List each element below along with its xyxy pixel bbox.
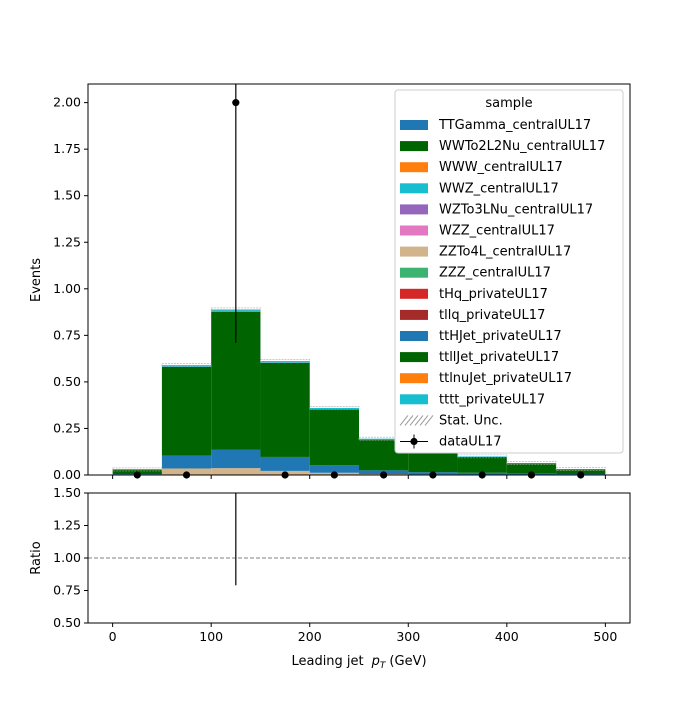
bar-segment-ttllJet_privateUL17-bin-7 — [458, 457, 507, 473]
legend-label-tHq_privateUL17: tHq_privateUL17 — [439, 287, 548, 302]
legend-label-tttt_privateUL17: tttt_privateUL17 — [439, 392, 545, 407]
ratio-y-axis-label: Ratio — [29, 541, 44, 574]
legend-swatch-ZZZ_centralUL17 — [400, 268, 428, 278]
y-tick-label-7: 1.75 — [53, 141, 81, 156]
y-tick-label-1: 0.25 — [53, 420, 81, 435]
legend-label-TTGamma_centralUL17: TTGamma_centralUL17 — [438, 118, 591, 133]
x-tick-label-1: 100 — [199, 629, 223, 644]
legend-swatch-WWZ_centralUL17 — [400, 183, 428, 193]
legend-label-ttHJet_privateUL17: ttHJet_privateUL17 — [439, 329, 562, 344]
y-tick-label-2: 0.50 — [53, 374, 81, 389]
legend-label-data: dataUL17 — [439, 435, 502, 450]
bar-segment-ttllJet_privateUL17-bin-4 — [310, 409, 359, 465]
x-tick-label-5: 500 — [593, 629, 617, 644]
bar-segment-ttHJet_privateUL17-bin-2 — [211, 449, 260, 468]
ratio-y-tick-label-4: 1.50 — [53, 485, 81, 500]
legend: sample TTGamma_centralUL17 WWTo2L2Nu_cent… — [395, 90, 623, 453]
legend-swatch-ttlnuJet_privateUL17 — [400, 373, 428, 383]
legend-label-WZTo3LNu_centralUL17: WZTo3LNu_centralUL17 — [439, 202, 593, 217]
legend-label-tllq_privateUL17: tllq_privateUL17 — [439, 308, 545, 323]
legend-swatch-WZZ_centralUL17 — [400, 226, 428, 236]
ratio-y-tick-label-2: 1.00 — [53, 550, 81, 565]
y-tick-label-5: 1.25 — [53, 234, 81, 249]
legend-marker-data-dot — [410, 438, 417, 445]
x-tick-label-4: 400 — [495, 629, 519, 644]
x-axis-label-prefix: Leading jet — [291, 654, 363, 669]
x-tick-label-3: 300 — [396, 629, 420, 644]
legend-label-WWZ_centralUL17: WWZ_centralUL17 — [439, 181, 559, 196]
ratio-y-tick-label-1: 0.75 — [53, 583, 81, 598]
legend-swatch-tHq_privateUL17 — [400, 289, 428, 299]
ratio-y-tick-label-3: 1.25 — [53, 518, 81, 533]
bar-segment-tttt_privateUL17-bin-7 — [458, 456, 507, 457]
legend-swatch-ZZTo4L_centralUL17 — [400, 247, 428, 257]
legend-label-WZZ_centralUL17: WZZ_centralUL17 — [439, 224, 555, 239]
x-tick-label-2: 200 — [298, 629, 322, 644]
legend-swatch-WWTo2L2Nu_centralUL17 — [400, 141, 428, 151]
data-point-2 — [232, 99, 239, 106]
legend-swatch-tllq_privateUL17 — [400, 310, 428, 320]
legend-label-stat-unc: Stat. Unc. — [439, 413, 503, 428]
legend-label-ZZTo4L_centralUL17: ZZTo4L_centralUL17 — [439, 245, 571, 260]
y-axis-label: Events — [29, 258, 44, 302]
bar-segment-ttllJet_privateUL17-bin-3 — [260, 363, 309, 457]
legend-label-ttlnuJet_privateUL17: ttlnuJet_privateUL17 — [439, 371, 572, 386]
x-axis-label-unit: (GeV) — [389, 654, 426, 669]
bar-segment-ttllJet_privateUL17-bin-1 — [162, 367, 211, 455]
bar-segment-ttHJet_privateUL17-bin-3 — [260, 457, 309, 471]
y-tick-label-6: 1.50 — [53, 188, 81, 203]
legend-swatch-TTGamma_centralUL17 — [400, 120, 428, 130]
legend-swatch-WZTo3LNu_centralUL17 — [400, 204, 428, 214]
y-tick-label-0: 0.00 — [53, 467, 81, 482]
y-tick-label-8: 2.00 — [53, 95, 81, 110]
legend-swatch-WWW_centralUL17 — [400, 162, 428, 172]
legend-label-ttllJet_privateUL17: ttllJet_privateUL17 — [439, 350, 559, 365]
y-tick-label-3: 0.75 — [53, 327, 81, 342]
legend-label-ZZZ_centralUL17: ZZZ_centralUL17 — [439, 266, 551, 281]
x-axis-label-symbol: p — [371, 654, 380, 669]
bar-segment-ZZTo4L_centralUL17-bin-2 — [211, 468, 260, 475]
y-tick-label-4: 1.00 — [53, 281, 81, 296]
legend-title: sample — [485, 96, 532, 111]
legend-swatch-tttt_privateUL17 — [400, 394, 428, 404]
legend-label-WWW_centralUL17: WWW_centralUL17 — [439, 160, 563, 175]
legend-label-WWTo2L2Nu_centralUL17: WWTo2L2Nu_centralUL17 — [439, 139, 605, 154]
legend-swatch-ttHJet_privateUL17 — [400, 331, 428, 341]
legend-swatch-ttllJet_privateUL17 — [400, 352, 428, 362]
bar-segment-ttHJet_privateUL17-bin-1 — [162, 455, 211, 468]
ratio-y-tick-label-0: 0.50 — [53, 615, 81, 630]
x-tick-label-0: 0 — [109, 629, 117, 644]
